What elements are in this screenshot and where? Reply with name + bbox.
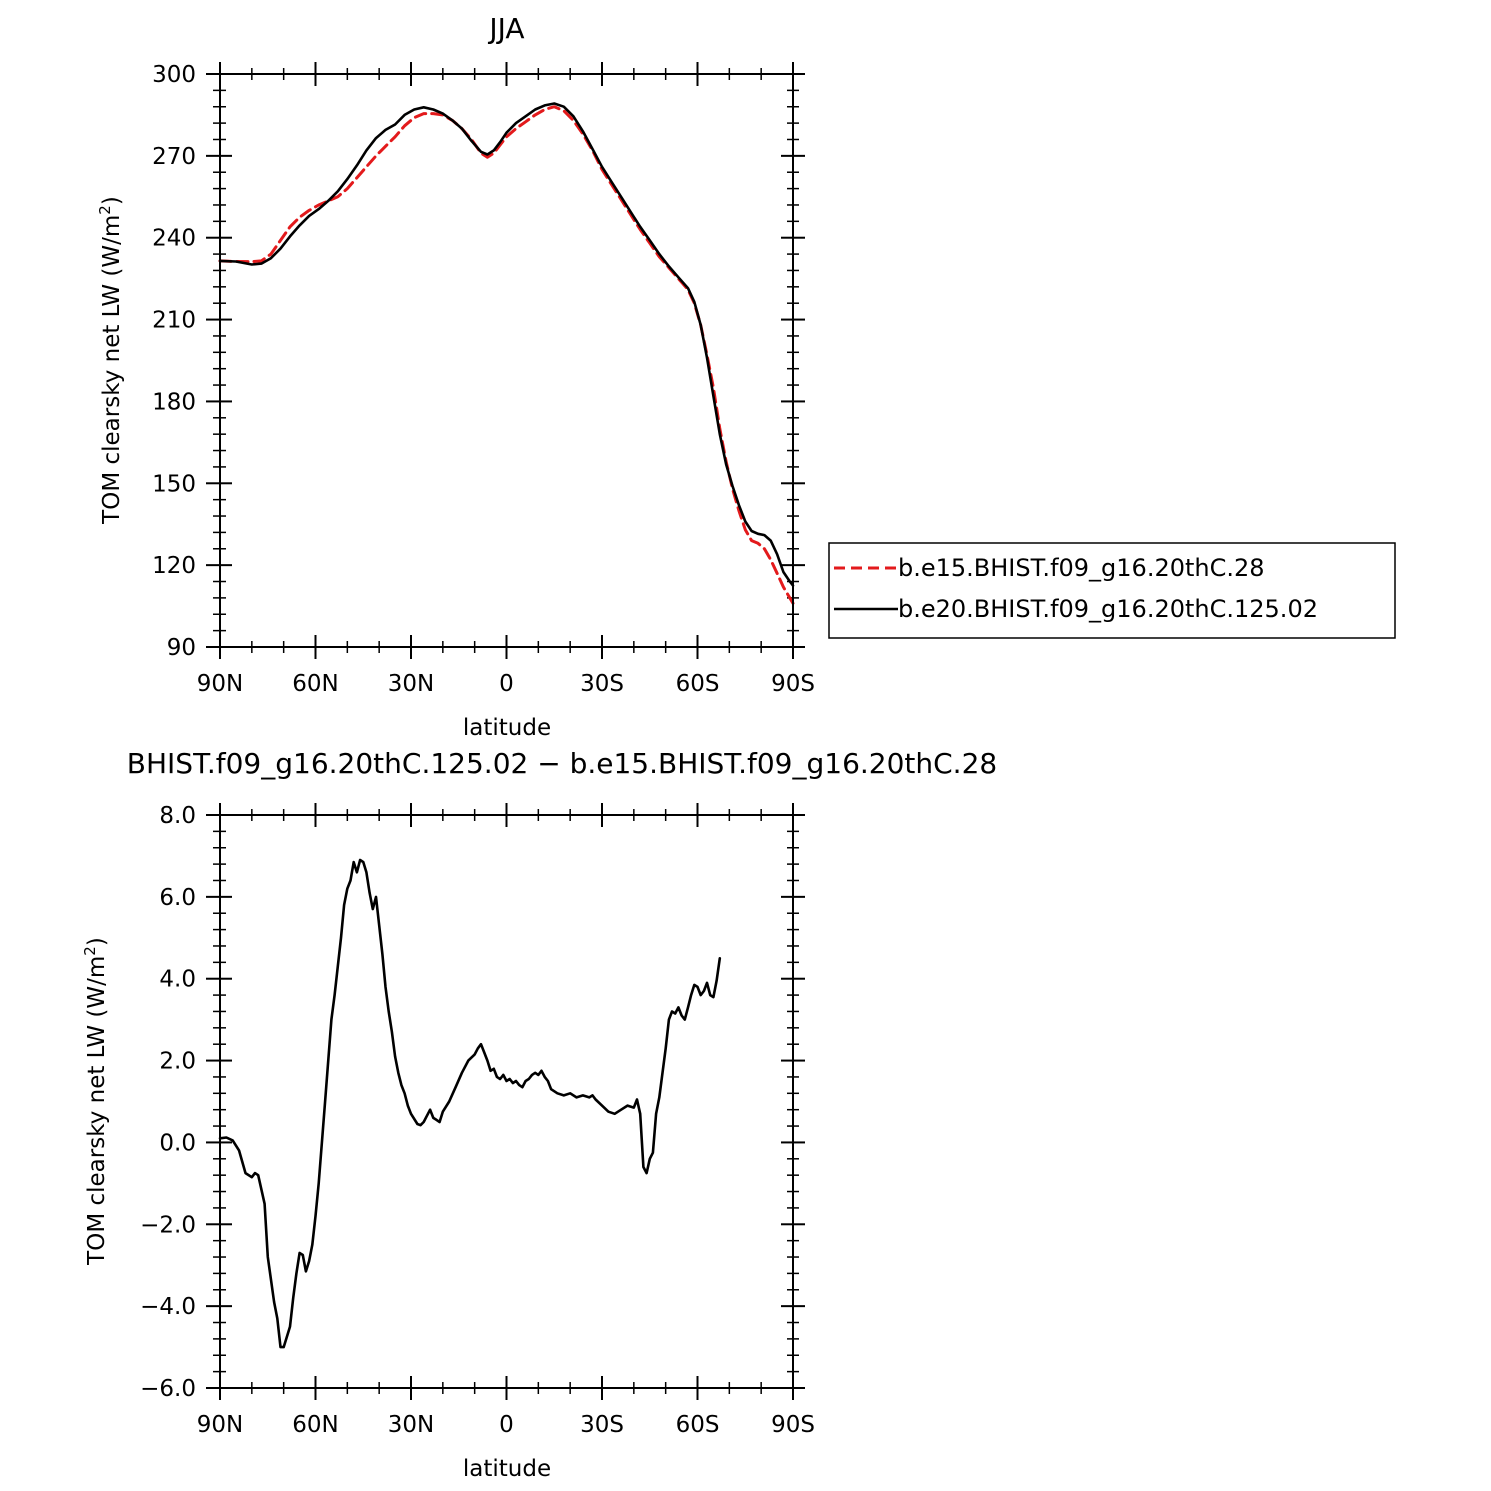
bottom-y-tick-label: −4.0	[140, 1294, 196, 1320]
bottom-ticks	[206, 803, 805, 1400]
bottom-plot-frame	[219, 814, 794, 1389]
legend-box	[828, 542, 1396, 639]
legend-label-e15: b.e15.BHIST.f09_g16.20thC.28	[898, 554, 1265, 582]
bottom-x-tick-label: 30N	[388, 1412, 434, 1438]
bottom-chart-title: BHIST.f09_g16.20thC.125.02 − b.e15.BHIST…	[127, 747, 997, 780]
bottom-y-tick-label: 2.0	[159, 1049, 196, 1075]
bottom-x-tick-label: 0	[499, 1412, 514, 1438]
bottom-x-tick-label: 30S	[580, 1412, 624, 1438]
bottom-y-tick-labels: −6.0 −4.0 −2.0 0.0 2.0 4.0 6.0 8.0	[140, 803, 196, 1402]
top-y-tick-labels: 90 120 150 180 210 240 270 300	[152, 62, 196, 661]
bottom-x-axis-title: latitude	[463, 1456, 551, 1482]
top-series-lines	[218, 102, 795, 605]
bottom-y-tick-label: −6.0	[140, 1376, 196, 1402]
top-x-tick-label: 60S	[676, 671, 720, 697]
bottom-x-tick-label: 90N	[197, 1412, 243, 1438]
bottom-x-tick-label: 60N	[292, 1412, 338, 1438]
bottom-y-tick-label: 4.0	[159, 967, 196, 993]
top-series-line-1	[218, 102, 795, 587]
top-chart-title: JJA	[487, 12, 524, 45]
top-panel: JJA 90N 60N 30N 0 30S 60S 90S 90 120 150 180 210 24…	[96, 12, 815, 741]
top-x-tick-label: 30S	[580, 671, 624, 697]
bottom-y-tick-label: 8.0	[159, 803, 196, 829]
bottom-y-tick-label: 0.0	[159, 1130, 196, 1156]
legend: b.e15.BHIST.f09_g16.20thC.28 b.e20.BHIST…	[828, 542, 1396, 639]
bottom-panel: BHIST.f09_g16.20thC.125.02 − b.e15.BHIST…	[81, 747, 997, 1482]
top-y-tick-label: 300	[152, 62, 196, 88]
bottom-series-line-0	[218, 858, 722, 1349]
top-y-tick-label: 210	[152, 308, 196, 334]
top-y-tick-label: 180	[152, 389, 196, 415]
bottom-y-tick-label: −2.0	[140, 1212, 196, 1238]
top-y-tick-label: 90	[167, 635, 196, 661]
top-y-tick-label: 240	[152, 226, 196, 252]
bottom-y-tick-label: 6.0	[159, 885, 196, 911]
top-x-tick-label: 30N	[388, 671, 434, 697]
bottom-y-axis-title: TOM clearsky net LW (W/m2)	[81, 937, 110, 1266]
bottom-series-lines	[218, 858, 722, 1349]
top-y-axis-title: TOM clearsky net LW (W/m2)	[96, 196, 125, 525]
top-y-tick-label: 120	[152, 553, 196, 579]
bottom-x-tick-label: 90S	[771, 1412, 815, 1438]
top-x-axis-title: latitude	[463, 715, 551, 741]
top-y-tick-label: 270	[152, 144, 196, 170]
top-x-tick-label: 0	[499, 671, 514, 697]
top-plot-frame	[219, 73, 794, 648]
top-x-tick-label: 60N	[292, 671, 338, 697]
top-y-tick-label: 150	[152, 471, 196, 497]
top-x-tick-labels: 90N 60N 30N 0 30S 60S 90S	[197, 671, 815, 697]
bottom-x-tick-labels: 90N 60N 30N 0 30S 60S 90S	[197, 1412, 815, 1438]
bottom-x-tick-label: 60S	[676, 1412, 720, 1438]
top-ticks	[206, 62, 805, 659]
legend-label-e20: b.e20.BHIST.f09_g16.20thC.125.02	[898, 595, 1318, 623]
top-x-tick-label: 90N	[197, 671, 243, 697]
top-x-tick-label: 90S	[771, 671, 815, 697]
